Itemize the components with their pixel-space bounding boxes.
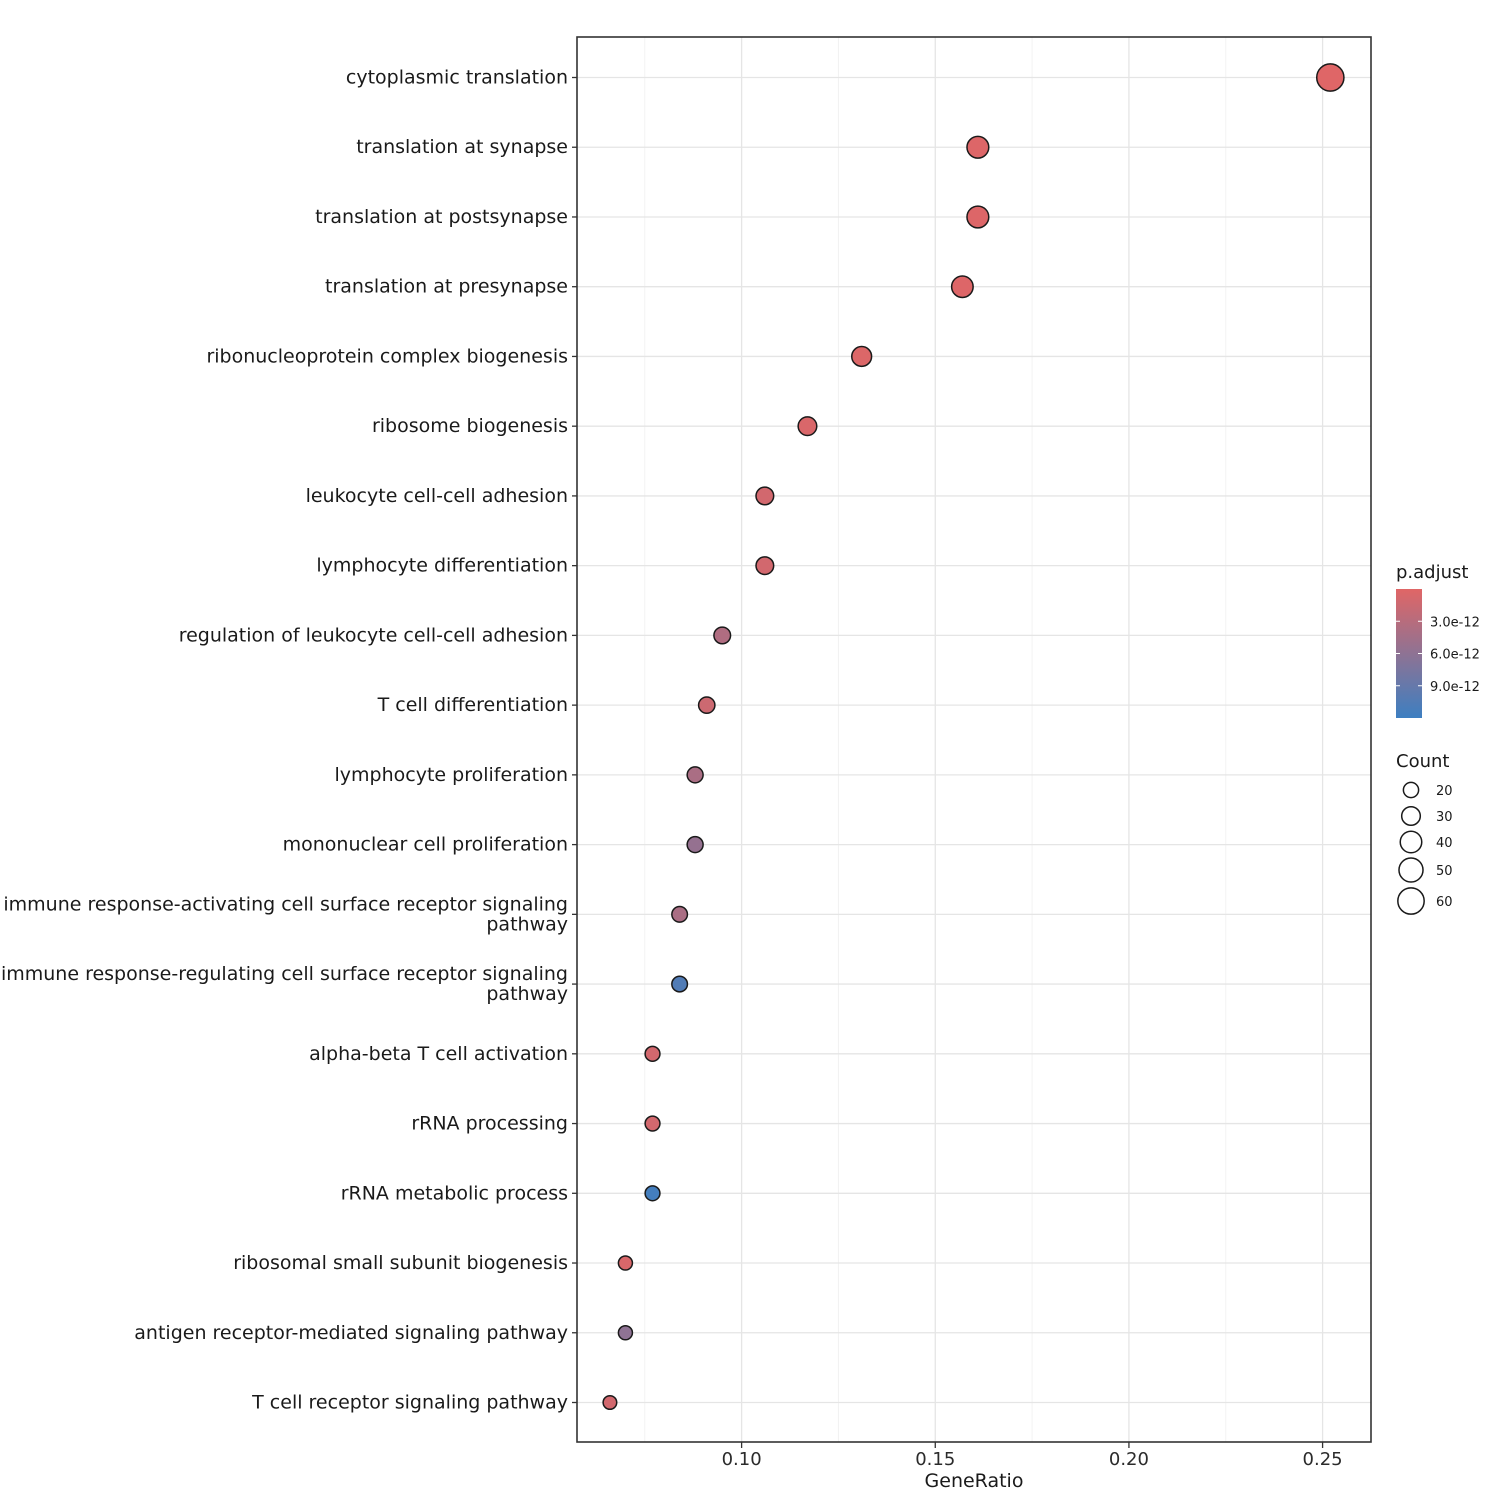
p-adjust-colorbar-ticks: 3.0e-12 6.0e-12 9.0e-12	[1396, 615, 1480, 695]
x-axis-ticks: 0.10 0.15 0.20 0.25	[722, 1442, 1343, 1470]
y-tick-label: rRNA processing	[411, 1113, 568, 1135]
y-tick-label: mononuclear cell proliferation	[283, 834, 568, 856]
y-tick-label: T cell differentiation	[377, 694, 568, 716]
count-legend-items: 20 30 40 50 60	[1397, 781, 1453, 915]
x-tick-label: 0.15	[915, 1449, 955, 1470]
colorbar-tick-label: 9.0e-12	[1430, 680, 1480, 695]
data-points	[602, 63, 1345, 1411]
count-legend-circle	[1398, 857, 1424, 883]
y-tick-label-line: cytoplasmic translation	[346, 67, 568, 89]
data-point	[797, 416, 818, 437]
x-axis-title: GeneRatio	[925, 1470, 1024, 1492]
y-tick-label: antigen receptor-mediated signaling path…	[134, 1322, 568, 1344]
grid-lines	[577, 37, 1371, 1442]
data-point	[602, 1394, 618, 1411]
y-tick-label-line: pathway	[486, 983, 568, 1005]
data-point	[755, 486, 775, 506]
count-legend-label: 20	[1436, 784, 1453, 799]
y-tick-label-line: translation at postsynapse	[315, 206, 568, 228]
data-point	[966, 135, 990, 159]
count-legend-label: 60	[1436, 895, 1453, 910]
y-tick-label: leukocyte cell-cell adhesion	[306, 485, 568, 507]
y-tick-label: lymphocyte differentiation	[316, 555, 568, 577]
y-tick-label-line: ribosomal small subunit biogenesis	[233, 1252, 568, 1274]
data-point	[644, 1045, 661, 1062]
y-tick-label-line: ribonucleoprotein complex biogenesis	[206, 345, 568, 367]
y-tick-label-line: immune response-activating cell surface …	[3, 893, 568, 915]
y-tick-label-line: lymphocyte proliferation	[335, 764, 569, 786]
p-adjust-colorbar	[1396, 589, 1422, 718]
y-tick-label-line: rRNA metabolic process	[341, 1182, 568, 1204]
y-axis-labels: cytoplasmic translation translation at sy…	[1, 67, 568, 1414]
y-tick-label: lymphocyte proliferation	[335, 764, 569, 786]
y-tick-label: regulation of leukocyte cell-cell adhesi…	[179, 624, 568, 646]
p-adjust-legend: p.adjust 3.0e-12 6.0e-12 9.0e-12	[1396, 562, 1480, 718]
count-legend-circle	[1397, 887, 1425, 915]
count-legend-title: Count	[1396, 751, 1449, 772]
colorbar-tick-label: 3.0e-12	[1430, 615, 1480, 630]
data-point	[950, 275, 974, 299]
y-tick-label: translation at synapse	[356, 136, 568, 158]
data-point	[617, 1325, 634, 1341]
data-point	[851, 345, 873, 368]
y-tick-label: immune response-regulating cell surface …	[1, 963, 568, 1005]
count-legend-label: 40	[1436, 836, 1453, 851]
data-point	[671, 975, 689, 993]
y-tick-label: alpha-beta T cell activation	[309, 1043, 568, 1065]
colorbar-tick-label: 6.0e-12	[1430, 648, 1480, 663]
data-point	[686, 835, 704, 854]
count-legend-circle	[1399, 830, 1423, 854]
data-point	[713, 626, 732, 645]
y-tick-label-line: immune response-regulating cell surface …	[1, 963, 568, 985]
data-point	[697, 696, 716, 715]
count-legend: Count 20 30 40 50 60	[1396, 751, 1453, 915]
y-tick-label-line: T cell receptor signaling pathway	[251, 1392, 568, 1414]
data-point	[671, 905, 689, 923]
x-tick-label: 0.20	[1109, 1449, 1149, 1470]
y-tick-label-line: leukocyte cell-cell adhesion	[306, 485, 568, 507]
x-tick-label: 0.10	[722, 1449, 762, 1470]
y-tick-label: ribosome biogenesis	[372, 415, 568, 437]
y-tick-label: ribosomal small subunit biogenesis	[233, 1252, 568, 1274]
y-tick-label-line: mononuclear cell proliferation	[283, 834, 568, 856]
y-tick-label-line: regulation of leukocyte cell-cell adhesi…	[179, 624, 568, 646]
y-tick-label-line: ribosome biogenesis	[372, 415, 568, 437]
data-point	[686, 766, 704, 784]
count-legend-circle	[1402, 781, 1420, 799]
count-legend-circle	[1400, 805, 1422, 827]
data-point	[644, 1115, 661, 1132]
y-tick-label: rRNA metabolic process	[341, 1182, 568, 1204]
count-legend-label: 50	[1436, 864, 1453, 879]
data-point	[1315, 63, 1345, 92]
data-point	[966, 205, 990, 229]
count-legend-label: 30	[1436, 810, 1453, 825]
data-point	[755, 556, 775, 576]
y-tick-label: translation at postsynapse	[315, 206, 568, 228]
y-tick-label-line: lymphocyte differentiation	[316, 555, 568, 577]
y-tick-label: immune response-activating cell surface …	[3, 893, 568, 935]
y-tick-label: T cell receptor signaling pathway	[251, 1392, 568, 1414]
p-adjust-legend-title: p.adjust	[1396, 562, 1468, 583]
y-tick-label-line: translation at synapse	[356, 136, 568, 158]
y-tick-label: translation at presynapse	[325, 276, 568, 298]
data-point	[644, 1185, 661, 1202]
y-tick-label: cytoplasmic translation	[346, 67, 568, 89]
y-tick-label-line: pathway	[486, 913, 568, 935]
plot-panel-border	[576, 36, 1372, 1443]
x-tick-label: 0.25	[1303, 1449, 1343, 1470]
data-point	[617, 1255, 634, 1271]
y-tick-label-line: antigen receptor-mediated signaling path…	[134, 1322, 568, 1344]
y-tick-label-line: alpha-beta T cell activation	[309, 1043, 568, 1065]
y-axis-ticks	[572, 76, 577, 1404]
y-tick-label: ribonucleoprotein complex biogenesis	[206, 345, 568, 367]
y-tick-label-line: rRNA processing	[411, 1113, 568, 1135]
y-tick-label-line: T cell differentiation	[377, 694, 568, 716]
y-tick-label-line: translation at presynapse	[325, 276, 568, 298]
